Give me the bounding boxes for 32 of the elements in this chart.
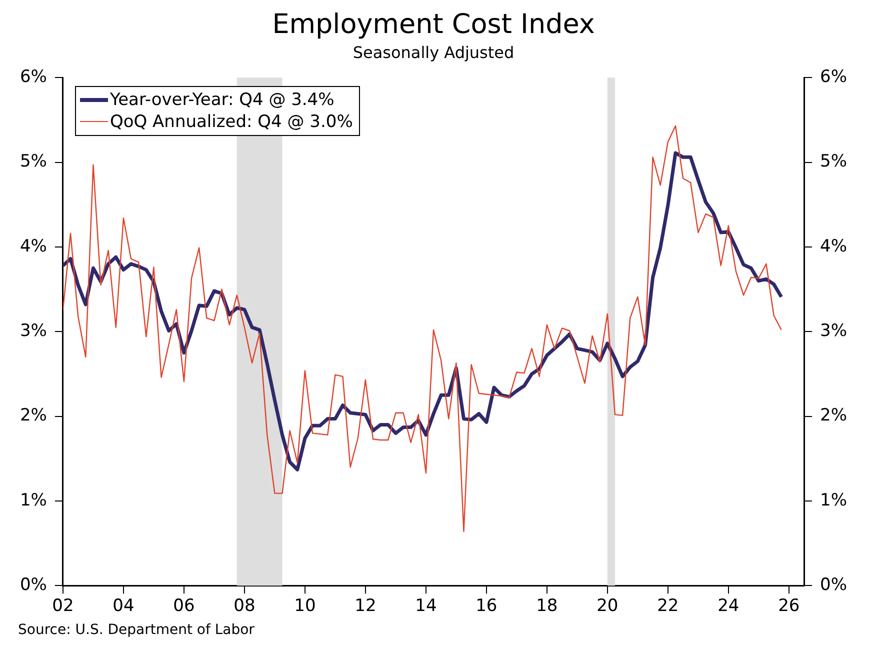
y-tick-label: 0% [20,575,47,596]
x-tick-label: 20 [596,596,618,616]
y-tick-label: 1% [20,490,47,510]
x-tick-label: 14 [415,596,437,616]
legend-label: Year-over-Year: Q4 @ 3.4% [110,88,334,111]
y2-tick-label: 6% [820,67,848,88]
y-tick-label: 5% [20,152,47,172]
chart-title: Employment Cost Index [272,9,595,40]
x-tick-label: 22 [657,596,679,616]
y-tick-label: 6% [20,67,47,88]
legend-label: QoQ Annualized: Q4 @ 3.0% [110,110,353,133]
y-tick-label: 2% [20,406,47,426]
y2-tick-label: 3% [820,321,848,342]
y-tick-label: 4% [20,236,47,256]
y2-tick-label: 1% [820,490,848,510]
x-tick-label: 02 [52,596,74,616]
y2-tick-label: 4% [820,236,848,256]
source-note: Source: U.S. Department of Labor [18,622,256,638]
y2-tick-label: 2% [820,406,848,426]
x-tick-label: 04 [112,596,134,616]
x-tick-label: 08 [234,596,256,616]
x-tick-label: 16 [476,596,498,616]
y2-tick-label: 5% [820,152,848,172]
x-tick-label: 24 [718,596,740,616]
x-tick-label: 06 [173,596,195,616]
y-tick-label: 3% [20,321,47,342]
x-tick-label: 26 [778,596,800,616]
y2-tick-label: 0% [820,575,848,596]
x-tick-label: 10 [294,596,316,616]
x-tick-label: 12 [354,596,376,616]
x-tick-label: 18 [536,596,558,616]
chart-subtitle: Seasonally Adjusted [352,43,514,62]
